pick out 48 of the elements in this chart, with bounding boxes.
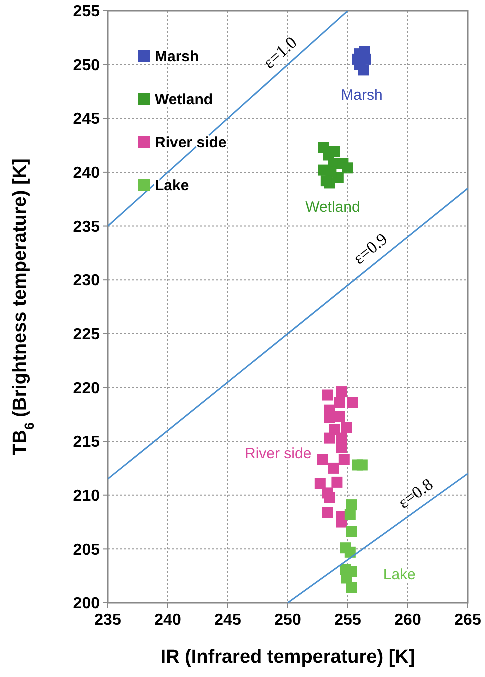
point [358,64,370,76]
y-tick-label: 220 [73,380,100,398]
text: ε=0.8 [394,474,437,512]
point [336,386,348,398]
point [322,507,334,518]
y-tick-label: 245 [73,111,100,128]
point [329,146,340,158]
x-tick-label: 235 [94,612,122,629]
y-tick-label: 240 [73,165,100,182]
x-tick-label: 250 [274,612,302,629]
y-tick-label: 255 [73,4,100,21]
y-tick-label: 225 [73,326,100,344]
legend-label: Lake [155,177,190,194]
point [346,582,358,594]
annotation: Wetland [306,198,360,216]
point [356,460,368,471]
legend-label: Wetland [155,91,214,108]
point [344,509,356,520]
annotation: River side [244,446,312,463]
point [334,397,346,408]
y-tick-label: 215 [73,434,100,452]
y-tick-label: 250 [73,57,100,74]
legend-label: Marsh [155,48,200,66]
x-tick-label: 265 [454,612,482,629]
x-tick-label: 240 [154,612,182,629]
point [314,478,326,490]
x-tick-label: 260 [394,612,422,629]
x-tick-label: 245 [214,612,242,629]
point [324,432,336,444]
point [341,422,352,434]
y-tick-label: 200 [73,596,100,613]
annotation: Marsh [341,86,383,104]
point [332,476,343,488]
point [324,492,336,504]
x-tick-label: 255 [334,612,362,629]
point [347,397,358,408]
y-tick-label: 205 [73,542,100,559]
point [346,526,358,538]
point [338,454,350,466]
point [317,454,328,466]
point [336,442,348,454]
annotation: Lake [383,566,416,584]
point [322,390,334,401]
x-axis-title: IR (Infrared temperature) [K] [160,647,416,668]
point [328,462,340,474]
y-tick-label: 235 [73,218,100,236]
y-tick-label: 230 [73,272,100,290]
y-tick-label: 210 [73,488,100,505]
